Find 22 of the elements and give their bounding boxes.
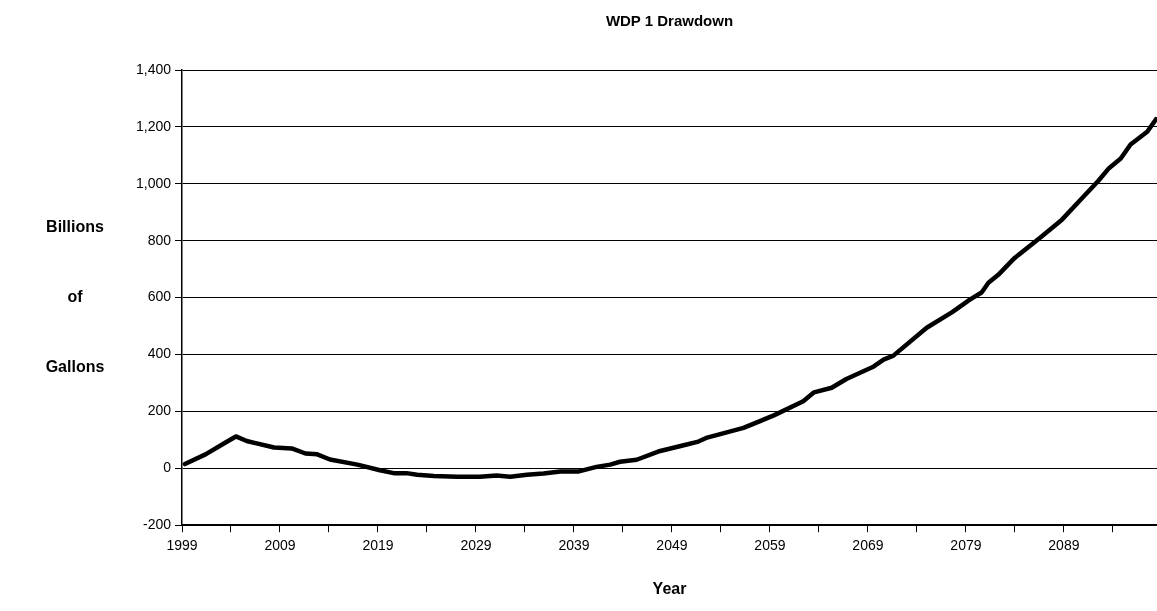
x-tick-label: 2029 [460,537,492,554]
x-tick-label: 2019 [362,537,394,554]
y-tick-label: 800 [147,231,172,248]
x-tick-label: 2079 [950,537,982,554]
x-tick-label: 2069 [852,537,884,554]
text: Billions of Gallons [45,218,105,376]
y-tick-label: 600 [147,288,172,305]
y-tick-label: 1,000 [135,174,172,191]
chart-title: WDP 1 Drawdown [605,12,734,30]
x-tick-label: 1999 [166,537,198,554]
y-tick-label: 0 [163,459,172,476]
y-tick-label: 200 [147,402,172,419]
y-tick-label: 1,200 [135,117,172,134]
x-tick-label: 2009 [264,537,296,554]
x-tick-label: 2039 [558,537,590,554]
y-tick-label: 1,400 [135,60,172,77]
x-tick-label: 2049 [656,537,688,554]
x-tick-label: 2059 [754,537,786,554]
y-tick-label: 400 [147,345,172,362]
x-tick-label: 2089 [1048,537,1080,554]
y-tick-label: -200 [142,516,172,533]
x-axis-title: Year [652,580,687,598]
